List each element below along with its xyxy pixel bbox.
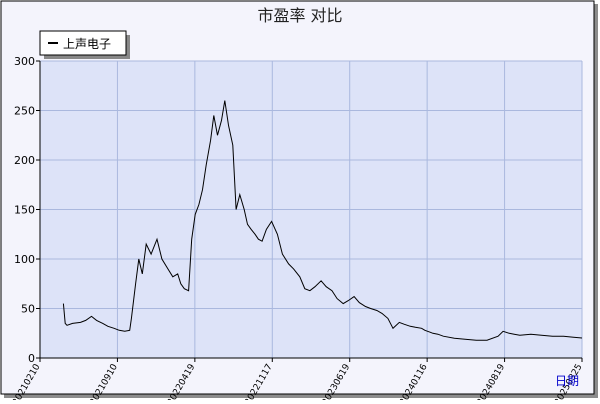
y-tick-label: 150 <box>14 204 35 217</box>
y-axis-ticks: 0 50 100 150 200 250 300 <box>14 55 40 365</box>
series-line <box>62 100 582 341</box>
series-layer <box>62 100 582 341</box>
y-tick-label: 0 <box>28 352 35 365</box>
x-axis-label: 日期 <box>555 374 579 388</box>
y-tick-label: 250 <box>14 105 35 118</box>
y-tick-label: 300 <box>14 55 35 68</box>
chart-title: 市盈率 对比 <box>257 6 342 25</box>
grid-lines <box>40 60 583 358</box>
y-tick-label: 50 <box>21 303 35 316</box>
y-tick-label: 200 <box>14 154 35 167</box>
legend-label: 上声电子 <box>63 37 111 51</box>
legend: 上声电子 <box>39 30 130 59</box>
y-tick-label: 100 <box>14 253 35 266</box>
